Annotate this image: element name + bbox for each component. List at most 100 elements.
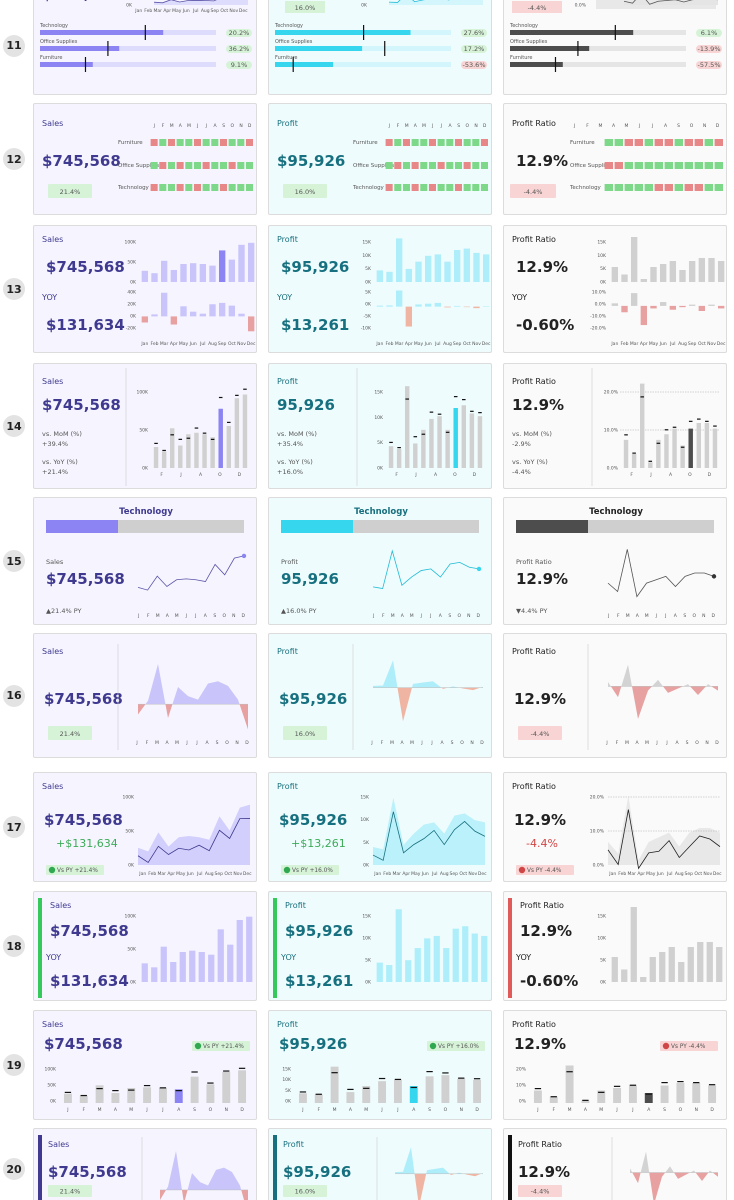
kpi-card-profit-row-11[interactable]: 16.0% 0K Technology 27.6% Office Supplies 17.… (268, 0, 492, 95)
kpi-card-sales-row-19[interactable]: Sales $745,568 Vs PY +21.4% 100K 50K 0K J F M A M J… (33, 1010, 257, 1120)
kpi-card-ratio-row-20[interactable]: Profit Ratio 12.9% -4.4% (503, 1128, 727, 1200)
bar-Mar (395, 909, 402, 982)
card-content: Profit $95,926 YOY $13,261 15K 10K 5K 0K (273, 898, 488, 998)
target-mark (227, 421, 231, 423)
kpi-card-sales-row-16[interactable]: Sales $745,568 21.4% J F M A M J J A S O N D (33, 633, 257, 758)
kpi-card-profit-row-14[interactable]: Profit 95,926 vs. MoM (%) +35.4% vs. YoY (%)… (268, 363, 492, 489)
bar-Jan (141, 270, 149, 282)
x-tick-label: Mar (395, 341, 404, 347)
kpi-card-sales-row-12[interactable]: Sales $745,568 21.4% J F M A M J J A S O N D Furniture O… (33, 103, 257, 215)
category-bar (510, 30, 634, 35)
heatmap-cell (385, 184, 393, 191)
kpi-value: 12.9% (512, 396, 564, 414)
kpi-card-sales-row-13[interactable]: Sales $745,568 YOY $131,634 100K 50K 0K 40K 20K 0… (33, 225, 257, 353)
kpi-card-profit-row-17[interactable]: Profit $95,926 +$13,261 Vs PY +16.0% 15K 10K 5… (268, 772, 492, 882)
x-tick-label: M (364, 1107, 368, 1113)
heatmap-cell (654, 184, 663, 191)
x-tick-label: S (663, 1107, 666, 1113)
x-tick-label: S (428, 1107, 431, 1113)
kpi-label: Profit Ratio (516, 558, 552, 566)
kpi-card-profit-row-12[interactable]: Profit $95,926 16.0% J F M A M J J A S O N D Furniture O… (268, 103, 492, 215)
kpi-card-ratio-row-11[interactable]: -4.4% 0.0% Technology 6.1% Office Supplies -1… (503, 0, 727, 95)
kpi-card-profit-row-20[interactable]: Profit $95,926 16.0% (268, 1128, 492, 1200)
bar-May (186, 434, 191, 468)
kpi-card-ratio-row-18[interactable]: Profit Ratio 12.9% YOY -0.60% 15K 10K 5K 0K (503, 891, 727, 1001)
badge-text: -53.6% (463, 61, 486, 69)
kpi-card-sales-row-17[interactable]: Sales $745,568 +$131,634 Vs PY +21.4% 100K 50… (33, 772, 257, 882)
kpi-card-ratio-row-14[interactable]: Profit Ratio 12.9% vs. MoM (%) -2.9% vs. YoY… (503, 363, 727, 489)
badge-text: 16.0% (295, 188, 316, 196)
kpi-card-ratio-row-17[interactable]: Profit Ratio 12.9% -4.4% Vs PY -4.4% 20.0% 10… (503, 772, 727, 882)
kpi-label: Profit Ratio (512, 119, 556, 128)
card-content: Profit $95,926 +$13,261 Vs PY +16.0% 15K 10K 5… (277, 782, 487, 877)
x-tick-label: D (473, 472, 477, 478)
x-tick-label: S (451, 740, 454, 746)
x-tick-label: M (390, 740, 394, 746)
category-badge (696, 29, 722, 37)
kpi-card-profit-row-15[interactable]: Technology Profit 95,926 ▲16.0% PY J F M A M J J A S… (268, 497, 492, 625)
heatmap-cell (454, 184, 462, 191)
kpi-card-profit-row-16[interactable]: Profit $95,926 16.0% J F M A M J J A S O N D (268, 633, 492, 758)
card-chart: Profit Ratio 12.9% vs. MoM (%) -2.9% vs. YoY… (512, 368, 719, 486)
kpi-card-ratio-row-13[interactable]: Profit Ratio 12.9% YOY -0.60% 15K 10K 5K 0K 10.0… (503, 225, 727, 353)
card-chart: Profit Ratio 12.9% -4.4% Vs PY -4.4% 20.0% 10… (512, 782, 722, 877)
x-tick-label: Jan (375, 341, 383, 347)
x-tick-label: Jan (608, 871, 616, 877)
category-target (554, 57, 557, 72)
card-chart: Profit $95,926 YOY $13,261 15K 10K 5K 0K 5K 0K -5K… (276, 235, 491, 347)
x-tick-label: D (475, 1107, 479, 1113)
bar-May (179, 952, 186, 982)
kpi-card-sales-row-15[interactable]: Technology Sales $745,568 ▲21.4% PY J F M A M J J A… (33, 497, 257, 625)
heatmap-cell (211, 184, 219, 191)
x-tick-label: Feb (618, 871, 626, 877)
kpi-card-ratio-row-15[interactable]: Technology Profit Ratio 12.9% ▼4.4% PY J F M A M… (503, 497, 727, 625)
x-tick-label: J (536, 1107, 538, 1113)
kpi-card-profit-row-18[interactable]: Profit $95,926 YOY $13,261 15K 10K 5K 0K (268, 891, 492, 1001)
kpi-card-ratio-row-12[interactable]: Profit Ratio 12.9% -4.4% J F M A M J J A S O N D Furnit… (503, 103, 727, 215)
bar-Mar (630, 907, 637, 982)
bar-Feb (386, 965, 393, 982)
heatmap-row-label: Furniture (570, 140, 595, 146)
heatmap-cell (614, 139, 623, 146)
y-tick-label: 10K (360, 817, 370, 823)
heatmap-row-label: Furniture (118, 140, 143, 146)
kpi-card-ratio-row-16[interactable]: Profit Ratio 12.9% -4.4% J F M A M J J A S O N D (503, 633, 727, 758)
x-tick-label: N (467, 613, 470, 619)
x-tick-label: M (156, 613, 160, 619)
kpi-value: 95,926 (281, 570, 339, 588)
kpi-delta: +$13,261 (291, 837, 346, 850)
bar-Sep (688, 261, 696, 282)
x-tick-label: Dec (478, 871, 487, 877)
kpi-card-profit-row-19[interactable]: Profit $95,926 Vs PY +16.0% 15K 10K 5K 0K J F M A M… (268, 1010, 492, 1120)
row-number-badge: 17 (3, 816, 25, 838)
vs-py-text: Vs PY +16.0% (292, 868, 333, 874)
y-tick-label: -20.0% (590, 326, 607, 332)
heatmap-cell (211, 162, 219, 169)
kpi-label: Sales (42, 377, 63, 386)
x-tick-label: F (397, 123, 400, 129)
card-content: Sales $745,568 Vs PY +21.4% 100K 50K 0K J F M A M J… (42, 1020, 250, 1113)
bar-Apr (640, 977, 647, 982)
kpi-card-sales-row-14[interactable]: Sales $745,568 vs. MoM (%) +39.4% vs. YoY (%… (33, 363, 257, 489)
kpi-card-ratio-row-19[interactable]: Profit Ratio 12.9% Vs PY -4.4% 20% 10% 0% J F M A… (503, 1010, 727, 1120)
kpi-label: Sales (46, 558, 64, 566)
kpi-card-sales-row-18[interactable]: Sales $745,568 YOY $131,634 100K 50K 0K (33, 891, 257, 1001)
kpi-value: $95,926 (279, 811, 347, 829)
kpi-card-profit-row-13[interactable]: Profit $95,926 YOY $13,261 15K 10K 5K 0K 5K 0K -5K… (268, 225, 492, 353)
kpi-card-sales-row-11[interactable]: $745,568 0KJanFebMarAprMayJunJulAugSepOct… (33, 0, 257, 95)
status-stripe (508, 898, 512, 998)
target-mark (693, 1082, 700, 1084)
x-tick-label: N (239, 123, 242, 129)
x-tick-label: A (669, 472, 673, 478)
kpi-card-sales-row-20[interactable]: Sales $745,568 21.4% (33, 1128, 257, 1200)
target-mark (680, 446, 685, 448)
heatmap-cell (454, 162, 462, 169)
bar-Oct (696, 423, 702, 468)
x-tick-label: M (129, 1107, 133, 1113)
x-tick-label: May (414, 341, 424, 347)
row-number-badge: 20 (3, 1158, 25, 1180)
x-tick-label: Sep (215, 871, 224, 877)
yoy-label: YOY (515, 953, 531, 962)
x-tick-label: J (66, 1107, 68, 1113)
target-mark (154, 442, 158, 444)
